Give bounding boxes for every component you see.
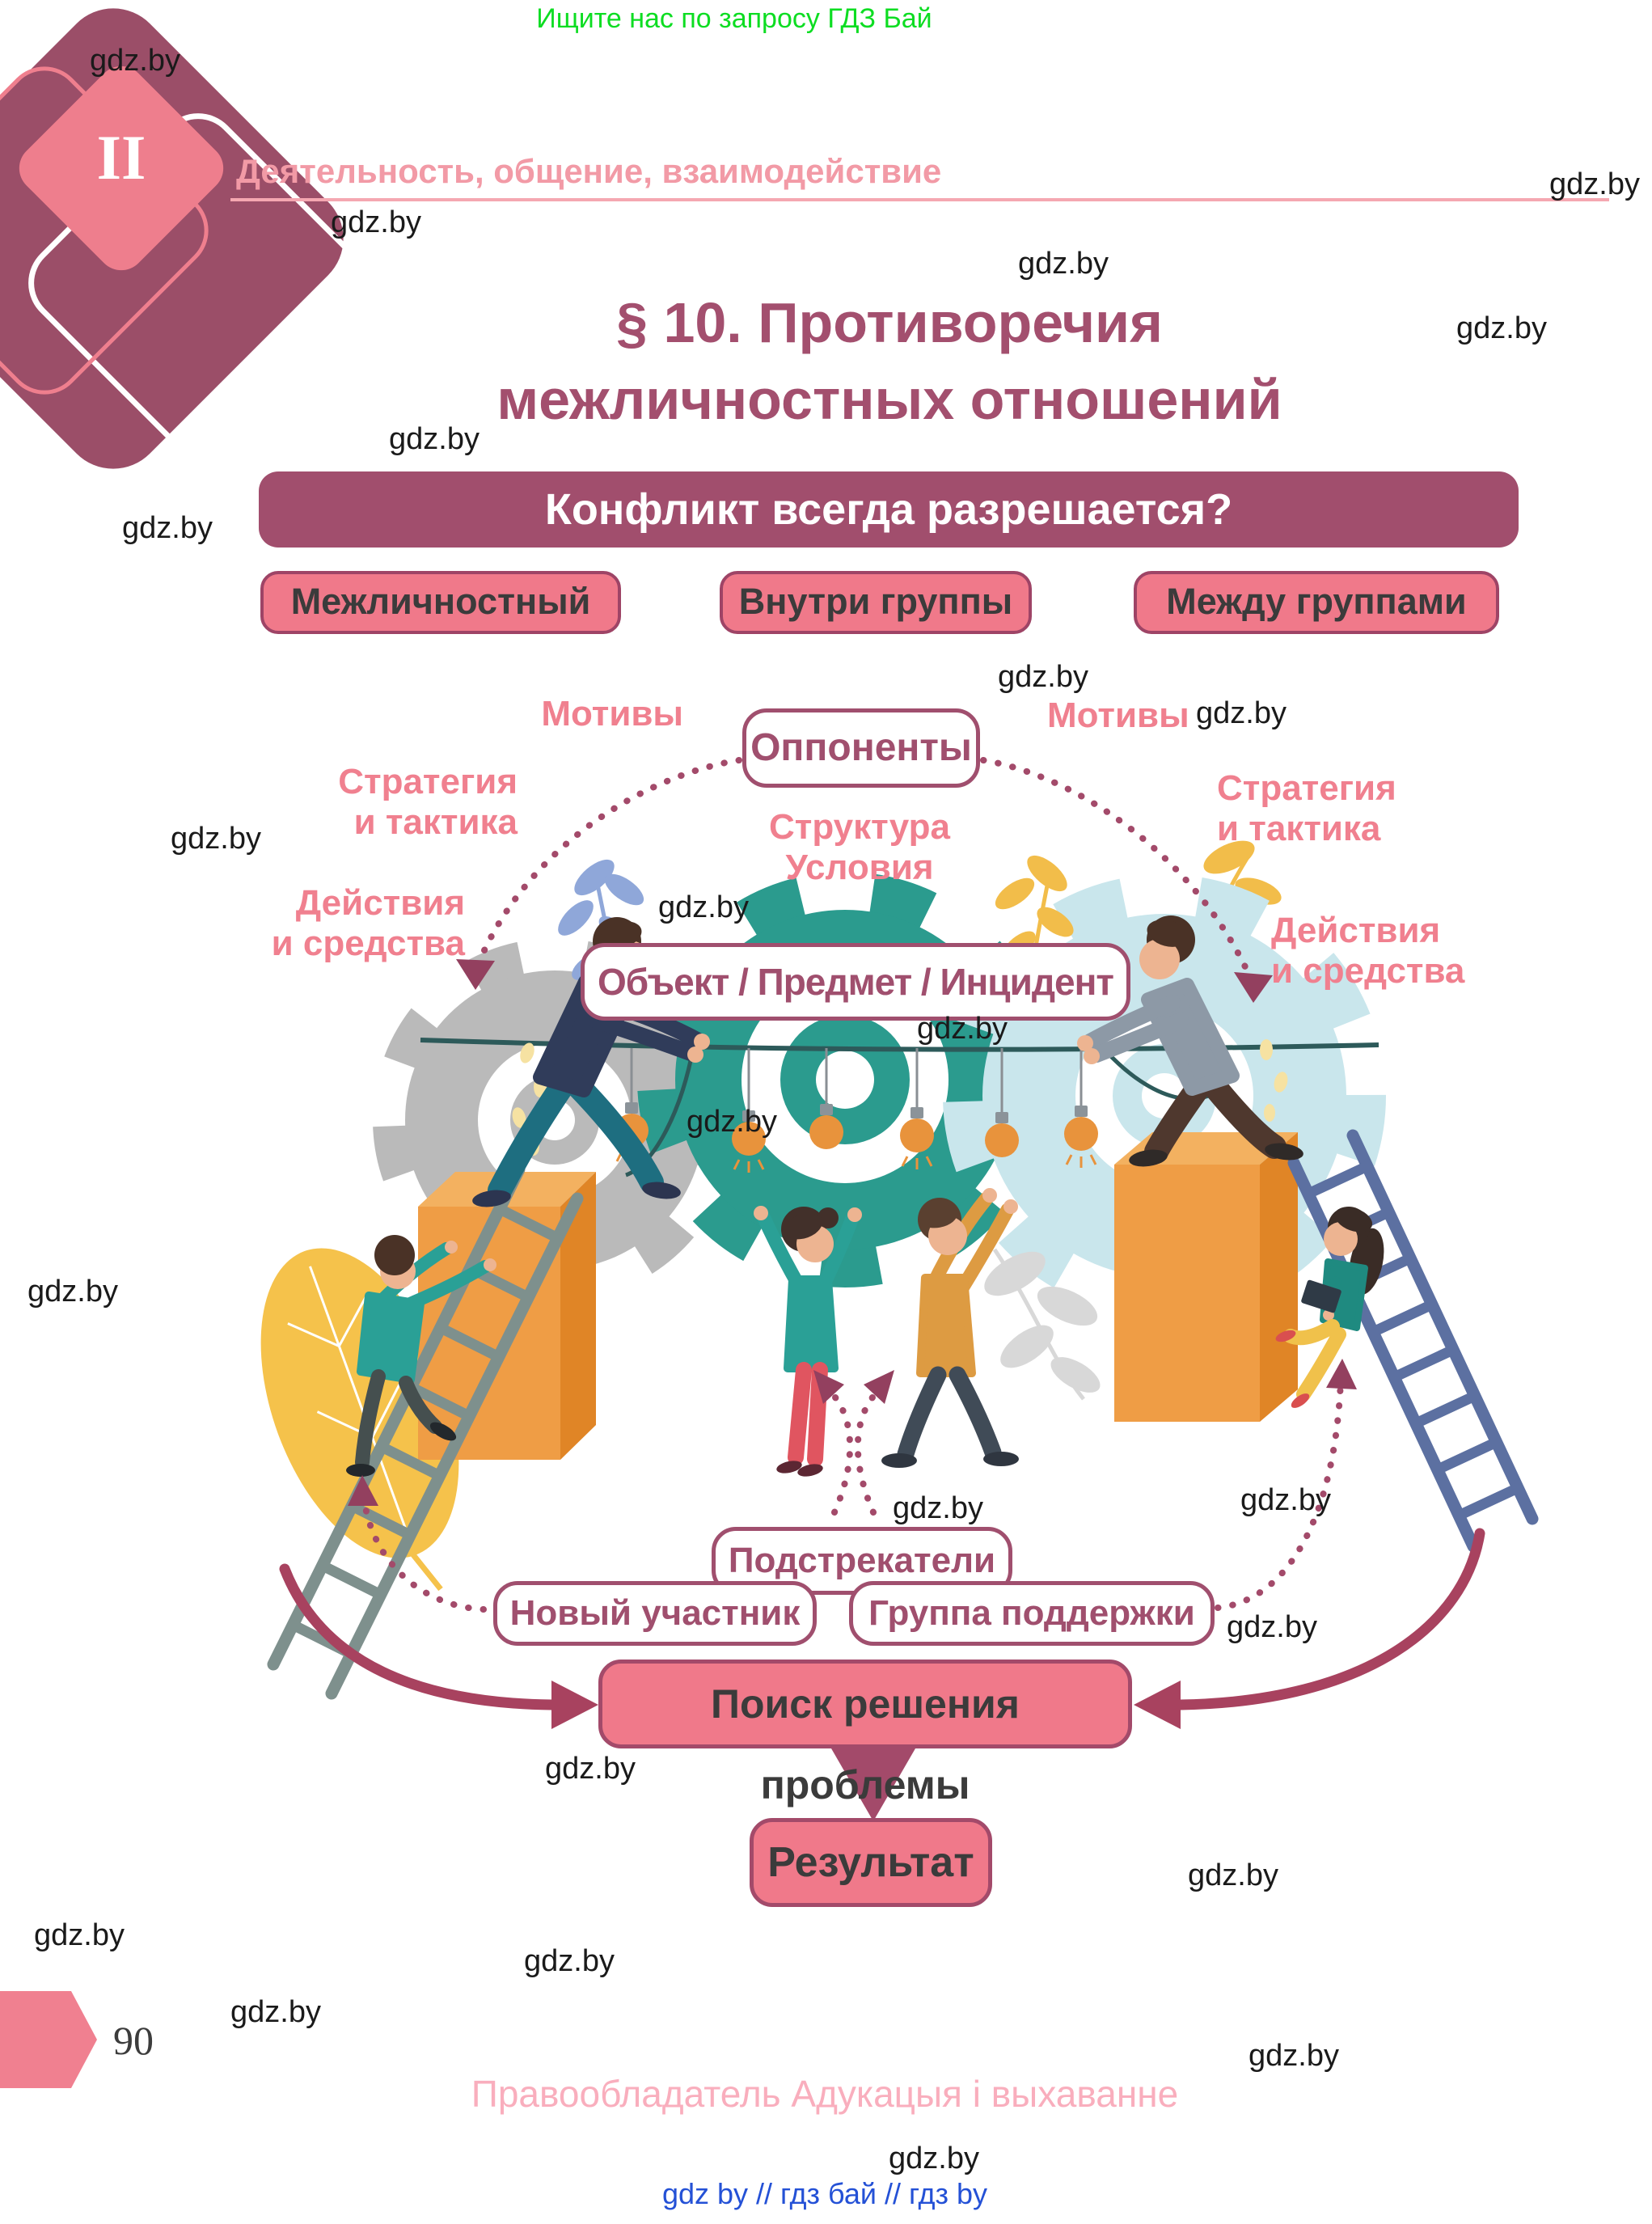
gdz-watermark: gdz.by	[998, 660, 1088, 694]
label-structure-conditions: Структура Условия	[769, 807, 950, 888]
label-motives-left: Мотивы	[541, 694, 683, 734]
chapter-underline	[230, 198, 1609, 201]
gdz-watermark: gdz.by	[27, 1275, 118, 1309]
label-actions-right: Действия и средства	[1271, 911, 1465, 991]
box-opponents: Оппоненты	[742, 708, 980, 788]
arc-instigators-b	[854, 1389, 880, 1516]
conflict-type-ingroup: Внутри группы	[720, 571, 1032, 634]
gdz-watermark: gdz.by	[1549, 167, 1640, 201]
promo-text: Ищите нас по запросу ГДЗ Бай	[536, 3, 932, 34]
copyright-text: Правообладатель Адукацыя і выхаванне	[471, 2073, 1179, 2115]
gray-leaves-icon	[984, 1248, 1101, 1401]
gdz-watermark: gdz.by	[90, 44, 180, 78]
gdz-watermark: gdz.by	[1249, 2039, 1339, 2073]
gdz-watermark: gdz.by	[122, 511, 213, 545]
chapter-title: Деятельность, общение, взаимодействие	[236, 152, 942, 190]
gdz-watermark: gdz.by	[34, 1918, 125, 1952]
gdz-watermark: gdz.by	[331, 205, 421, 239]
gdz-watermark: gdz.by	[658, 890, 749, 924]
label-actions-left: Действия и средства	[271, 883, 465, 964]
gdz-watermark: gdz.by	[524, 1944, 615, 1978]
gdz-watermark: gdz.by	[389, 422, 480, 456]
label-strategy-right: Стратегия и тактика	[1217, 768, 1396, 849]
person-climbing-ladder	[346, 1235, 496, 1477]
page-number-tag	[0, 1991, 97, 2088]
gdz-watermark: gdz.by	[687, 1105, 777, 1139]
dotted-arrowheads	[348, 959, 1357, 1506]
label-strategy-left: Стратегия и тактика	[338, 762, 518, 843]
gdz-watermark: gdz.by	[1227, 1610, 1317, 1644]
conflict-type-interpersonal: Межличностный	[260, 571, 621, 634]
gdz-watermark: gdz.by	[230, 1995, 321, 2029]
question-banner: Конфликт всегда разрешается?	[259, 471, 1519, 548]
arc-support-group	[1215, 1378, 1344, 1611]
gdz-watermark: gdz.by	[1196, 696, 1287, 730]
arc-new-participant	[361, 1495, 487, 1613]
box-search-solution: Поиск решения проблемы	[598, 1660, 1132, 1808]
right-ladder	[1287, 1129, 1539, 1553]
solution-arrows	[279, 1528, 1485, 1821]
person-pulling-right	[1077, 915, 1303, 1167]
box-object-subject-incident: Объект / Предмет / Инцидент	[581, 943, 1130, 1021]
gdz-watermark: gdz.by	[171, 822, 261, 856]
conflict-type-intergroup: Между группами	[1134, 571, 1499, 634]
gdz-watermark: gdz.by	[889, 2142, 979, 2175]
gdz-watermark: gdz.by	[1188, 1858, 1278, 1892]
chapter-roman-numeral: II	[96, 122, 146, 192]
gdz-watermark: gdz.by	[893, 1491, 983, 1525]
gdz-watermark: gdz.by	[917, 1012, 1008, 1046]
gdz-watermark: gdz.by	[545, 1752, 636, 1786]
sparkles	[512, 1039, 1288, 1156]
person-cheering-woman	[754, 1206, 862, 1477]
person-cheering-man	[881, 1188, 1019, 1468]
page-number: 90	[113, 2018, 154, 2063]
gdz-links[interactable]: gdz by // гдз бай // гдз by	[661, 2177, 988, 2210]
gdz-watermark: gdz.by	[1456, 311, 1547, 345]
person-on-ladder-right	[1275, 1207, 1384, 1408]
hanging-bulbs-icon	[615, 1048, 1098, 1173]
box-new-participant: Новый участник	[493, 1581, 817, 1646]
result-pointer	[831, 1748, 915, 1821]
arc-opponents-right	[980, 757, 1252, 977]
label-motives-right: Мотивы	[1047, 696, 1189, 735]
arc-instigators-a	[828, 1389, 854, 1516]
right-orange-box	[1114, 1132, 1298, 1422]
gdz-watermark: gdz.by	[1018, 247, 1109, 281]
gdz-watermark: gdz.by	[1240, 1483, 1331, 1517]
chapter-badge-icon	[0, 8, 368, 469]
dotted-arcs	[361, 757, 1344, 1613]
box-result: Результат	[750, 1818, 992, 1907]
box-support-group: Группа поддержки	[849, 1581, 1215, 1646]
left-ladder	[267, 1163, 584, 1700]
paragraph-title: § 10. Противоречия межличностных отношен…	[496, 291, 1282, 432]
